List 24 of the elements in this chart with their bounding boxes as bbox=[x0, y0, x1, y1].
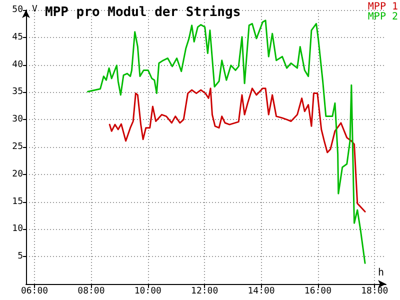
text: MPP 2 bbox=[368, 12, 398, 22]
line-series bbox=[87, 20, 366, 264]
x-tick-label: 18:00 bbox=[361, 286, 388, 296]
y-tick-label: 5 bbox=[18, 252, 23, 262]
y-axis-title: V bbox=[32, 4, 38, 14]
y-tick-label: 30 bbox=[12, 114, 23, 125]
y-tick-label: 10 bbox=[12, 224, 23, 234]
x-tick-label: 14:00 bbox=[248, 286, 275, 296]
x-axis-title: h bbox=[378, 268, 384, 278]
y-tick-label: 15 bbox=[12, 196, 23, 207]
line-series bbox=[108, 88, 366, 212]
x-tick-label: 10:00 bbox=[134, 286, 162, 296]
y-tick-label: 50 bbox=[12, 5, 23, 15]
x-tick-label: 12:00 bbox=[191, 286, 218, 296]
y-tick-label: 20 bbox=[12, 169, 23, 180]
x-tick-label: 16:00 bbox=[304, 286, 332, 296]
x-tick-label: 06:00 bbox=[20, 286, 48, 296]
chart-title: MPP pro Modul der Strings bbox=[45, 5, 241, 20]
y-tick-label: 35 bbox=[12, 87, 23, 98]
text: MPP 1 bbox=[368, 2, 398, 12]
x-tick-label: 08:00 bbox=[78, 286, 105, 296]
y-tick-label: 45 bbox=[12, 32, 23, 42]
y-tick-label: 40 bbox=[12, 60, 23, 70]
y-tick-label: 25 bbox=[12, 142, 23, 152]
